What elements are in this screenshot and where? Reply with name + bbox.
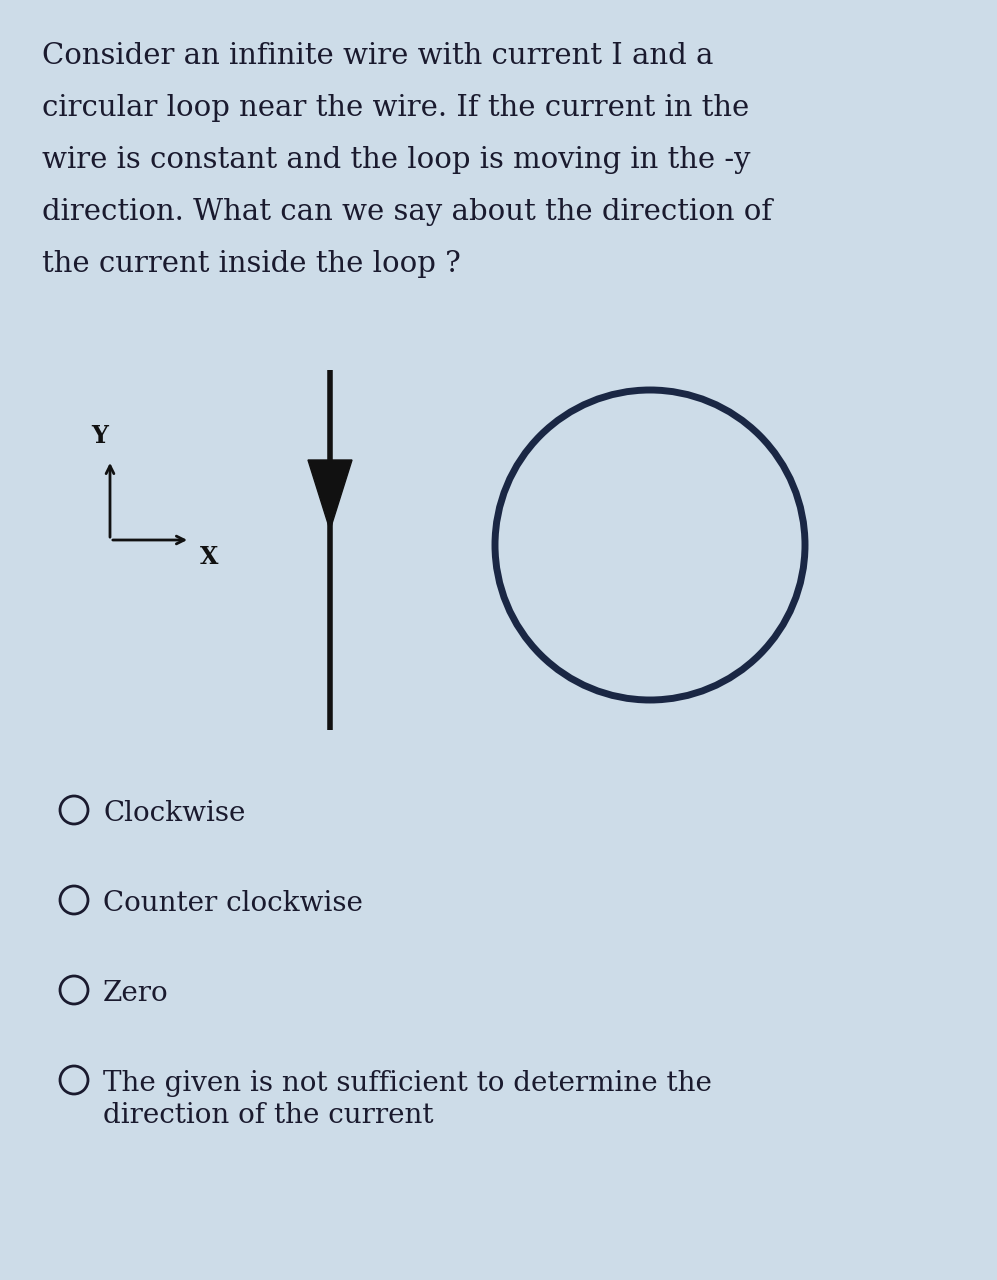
Text: wire is constant and the loop is moving in the -y: wire is constant and the loop is moving …: [42, 146, 751, 174]
Text: direction of the current: direction of the current: [103, 1102, 434, 1129]
Text: Zero: Zero: [103, 980, 168, 1007]
Text: Y: Y: [92, 424, 109, 448]
Text: Clockwise: Clockwise: [103, 800, 245, 827]
Text: X: X: [200, 545, 218, 570]
Text: Counter clockwise: Counter clockwise: [103, 890, 363, 916]
Polygon shape: [308, 460, 352, 530]
Text: Consider an infinite wire with current I and a: Consider an infinite wire with current I…: [42, 42, 714, 70]
Text: The given is not sufficient to determine the: The given is not sufficient to determine…: [103, 1070, 712, 1097]
Text: the current inside the loop ?: the current inside the loop ?: [42, 250, 461, 278]
Text: direction. What can we say about the direction of: direction. What can we say about the dir…: [42, 198, 772, 227]
Text: circular loop near the wire. If the current in the: circular loop near the wire. If the curr…: [42, 93, 750, 122]
